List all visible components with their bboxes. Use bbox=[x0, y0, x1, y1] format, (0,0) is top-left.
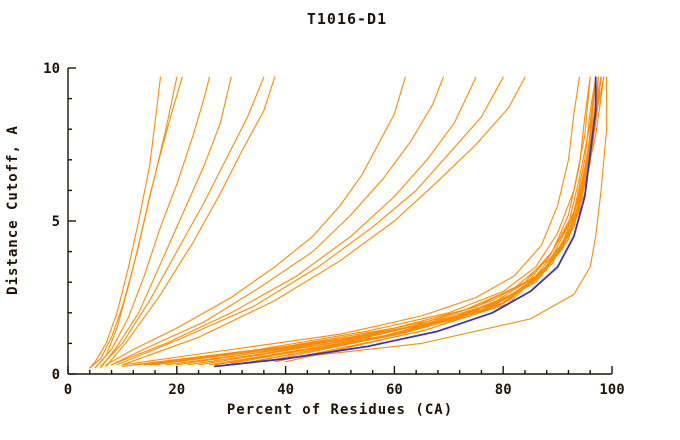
model-curve bbox=[219, 76, 602, 364]
x-tick-label: 0 bbox=[64, 382, 72, 398]
model-curve bbox=[241, 76, 602, 364]
model-curve bbox=[121, 76, 591, 367]
x-axis-label: Percent of Residues (CA) bbox=[227, 402, 453, 418]
x-tick-label: 80 bbox=[495, 382, 512, 398]
model-curve bbox=[116, 76, 504, 366]
y-axis-label: Distance Cutoff, A bbox=[5, 125, 21, 295]
model-curve bbox=[94, 76, 183, 369]
model-curve bbox=[105, 76, 276, 367]
model-curve bbox=[230, 76, 608, 366]
y-tick-label: 0 bbox=[52, 367, 60, 383]
model-curve bbox=[105, 76, 406, 366]
x-tick-label: 40 bbox=[277, 382, 294, 398]
model-curve bbox=[132, 76, 591, 366]
model-curve bbox=[143, 76, 597, 366]
model-curve bbox=[121, 76, 526, 366]
model-curve bbox=[89, 76, 178, 369]
model-curve bbox=[94, 76, 210, 369]
model-curve bbox=[121, 76, 580, 366]
model-curve bbox=[89, 76, 162, 369]
model-curve bbox=[110, 76, 444, 366]
chart-title: T1016-D1 bbox=[307, 10, 387, 28]
highlight-curve bbox=[214, 76, 597, 368]
model-curve bbox=[100, 76, 232, 369]
model-curve bbox=[100, 76, 265, 367]
y-tick-label: 10 bbox=[43, 61, 60, 77]
model-curve bbox=[263, 76, 602, 363]
x-tick-label: 20 bbox=[168, 382, 185, 398]
model-curve bbox=[149, 76, 597, 366]
x-tick-label: 100 bbox=[599, 382, 624, 398]
axes: 0 20 40 60 80 100 0 5 10 bbox=[43, 61, 625, 398]
curves bbox=[89, 76, 608, 369]
model-curve bbox=[110, 76, 477, 366]
x-tick-label: 60 bbox=[386, 382, 403, 398]
model-curve bbox=[176, 76, 599, 366]
y-tick-label: 5 bbox=[52, 214, 60, 230]
model-curve bbox=[208, 76, 602, 366]
model-curve bbox=[285, 76, 605, 363]
model-curve bbox=[187, 76, 599, 366]
